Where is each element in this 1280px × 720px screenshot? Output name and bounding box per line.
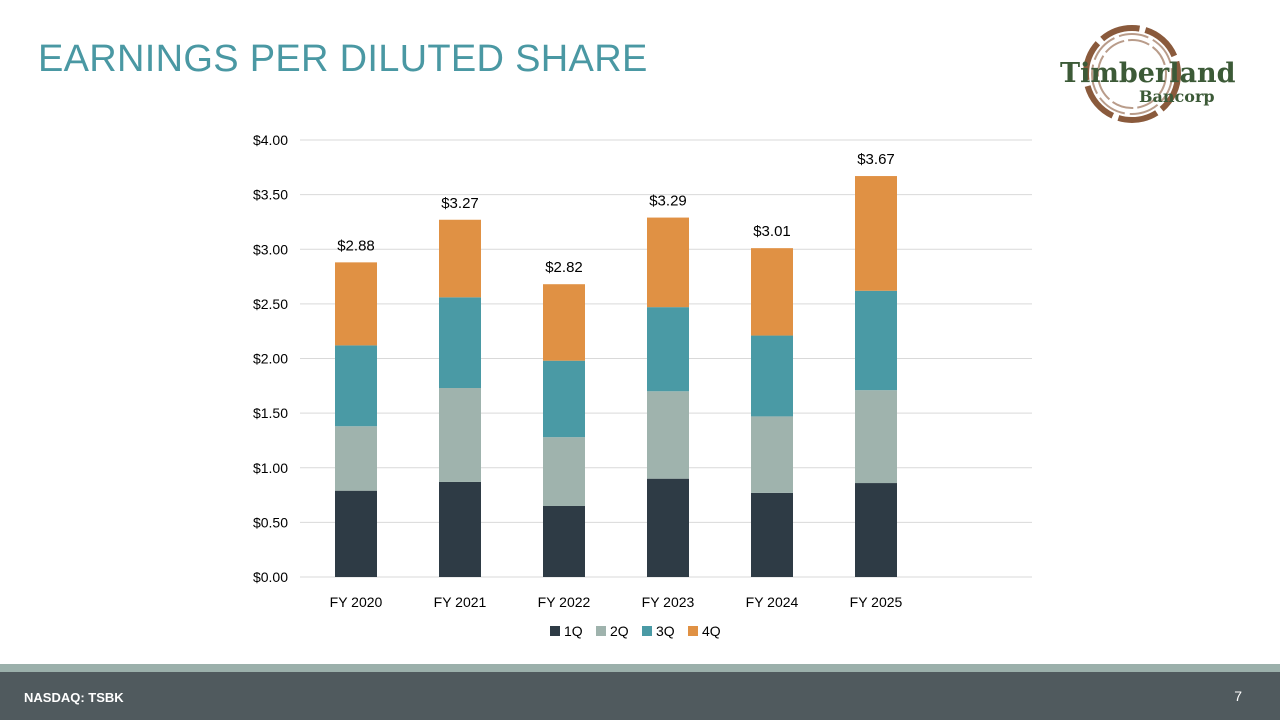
footer-stripe — [0, 664, 1280, 672]
legend-swatch — [688, 626, 698, 636]
bar-segment-4q — [751, 248, 793, 336]
legend-label: 1Q — [564, 623, 583, 639]
y-tick-label: $4.00 — [253, 132, 288, 148]
bar-segment-2q — [335, 426, 377, 491]
tree-rings-icon: Timberland Bancorp — [1060, 25, 1236, 123]
x-category-label: FY 2022 — [538, 594, 591, 610]
bar-segment-3q — [751, 335, 793, 417]
bar-segment-1q — [647, 478, 689, 577]
y-tick-label: $2.00 — [253, 351, 288, 367]
bar-segment-3q — [543, 360, 585, 438]
y-tick-label: $1.00 — [253, 460, 288, 476]
bar-segment-3q — [335, 345, 377, 427]
bar-segment-3q — [647, 307, 689, 392]
bar-total-label: $2.88 — [337, 237, 375, 254]
logo-name-line2: Bancorp — [1139, 87, 1215, 106]
logo-ring — [1097, 39, 1167, 109]
legend-swatch — [596, 626, 606, 636]
bar-segment-1q — [855, 483, 897, 577]
bar-segment-2q — [751, 416, 793, 493]
bar-segment-4q — [335, 262, 377, 346]
bar-total-label: $2.82 — [545, 259, 583, 276]
x-category-label: FY 2020 — [330, 594, 383, 610]
logo-ring — [1091, 33, 1173, 115]
bar-segment-4q — [855, 176, 897, 291]
bar-segment-2q — [647, 391, 689, 479]
slide-title: EARNINGS PER DILUTED SHARE — [38, 38, 648, 80]
y-tick-label: $3.00 — [253, 241, 288, 257]
page-number: 7 — [1234, 688, 1242, 704]
y-tick-label: $1.50 — [253, 405, 288, 421]
bar-segment-1q — [751, 492, 793, 577]
y-tick-label: $3.50 — [253, 187, 288, 203]
bar-segment-1q — [543, 505, 585, 577]
bar-segment-2q — [439, 387, 481, 482]
bar-total-label: $3.29 — [649, 193, 687, 210]
bar-segment-4q — [647, 217, 689, 308]
legend-label: 2Q — [610, 623, 629, 639]
x-category-label: FY 2023 — [642, 594, 695, 610]
logo-name-line1: Timberland — [1060, 58, 1236, 89]
bar-segment-2q — [543, 437, 585, 506]
eps-stacked-bar-chart: $0.00 $0.50 $1.00 $1.50 $2.00 $2.50 $3.00 $3.50… — [253, 132, 1032, 639]
x-category-label: FY 2025 — [850, 594, 903, 610]
bar-total-label: $3.67 — [857, 151, 895, 168]
legend-swatch — [642, 626, 652, 636]
x-category-label: FY 2024 — [746, 594, 799, 610]
x-category-label: FY 2021 — [434, 594, 487, 610]
y-tick-label: $0.00 — [253, 569, 288, 585]
y-tick-label: $2.50 — [253, 296, 288, 312]
legend-label: 4Q — [702, 623, 721, 639]
y-tick-label: $0.50 — [253, 514, 288, 530]
bar-segment-3q — [439, 297, 481, 388]
legend-swatch — [550, 626, 560, 636]
company-logo: Timberland Bancorp — [1050, 24, 1240, 128]
bar-segment-4q — [439, 219, 481, 298]
footer-bar — [0, 672, 1280, 720]
ticker-label: NASDAQ: TSBK — [24, 690, 124, 705]
bar-total-label: $3.01 — [753, 223, 791, 240]
legend-label: 3Q — [656, 623, 675, 639]
bar-segment-4q — [543, 284, 585, 361]
bar-total-label: $3.27 — [441, 195, 479, 212]
bar-segment-2q — [855, 390, 897, 484]
bar-segment-3q — [855, 290, 897, 391]
logo-ring — [1083, 25, 1181, 123]
bar-segment-1q — [335, 490, 377, 577]
bar-segment-1q — [439, 481, 481, 577]
